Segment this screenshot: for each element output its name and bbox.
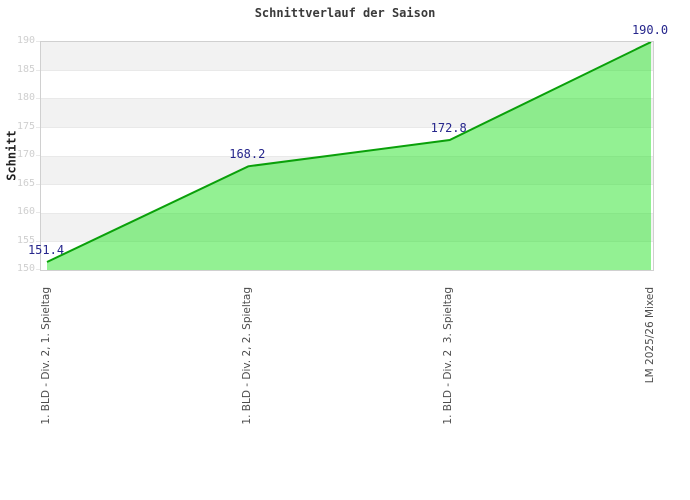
y-tick-mark xyxy=(36,98,40,99)
plot-area xyxy=(40,41,654,271)
y-tick-mark xyxy=(36,69,40,71)
y-tick-mark xyxy=(36,126,40,128)
y-tick-mark xyxy=(36,212,40,213)
x-tick-label: 1. BLD - Div. 2, 2. Spieltag xyxy=(240,287,253,425)
y-tick-label: 155 xyxy=(16,234,35,246)
y-tick-mark xyxy=(36,240,40,242)
series-line xyxy=(46,42,652,263)
area-series xyxy=(46,42,652,270)
y-tick-mark xyxy=(36,269,40,270)
y-tick-label: 160 xyxy=(16,206,35,217)
y-tick-label: 190 xyxy=(16,35,35,46)
data-point-label: 190.0 xyxy=(631,23,669,37)
x-tick-label: 1. BLD - Div. 2 3. Spieltag xyxy=(442,287,455,425)
y-tick-label: 175 xyxy=(16,120,35,132)
data-point-label: 168.2 xyxy=(229,147,266,162)
area-fill xyxy=(47,42,651,270)
x-tick-label: 1. BLD - Div. 2, 1. Spieltag xyxy=(39,287,52,425)
y-tick-label: 185 xyxy=(16,63,35,75)
x-tick-label: LM 2025/26 Mixed xyxy=(643,287,656,384)
chart-title: Schnittverlauf der Saison xyxy=(254,6,436,20)
y-tick-label: 165 xyxy=(16,177,35,189)
y-tick-label: 180 xyxy=(16,92,35,103)
y-tick-mark xyxy=(36,41,40,42)
data-point-label: 172.8 xyxy=(430,121,467,135)
plot-band xyxy=(41,42,653,70)
y-tick-mark xyxy=(36,155,40,156)
data-point-label: 151.4 xyxy=(27,243,65,257)
y-tick-label: 170 xyxy=(16,149,35,160)
y-tick-label: 150 xyxy=(16,263,35,274)
y-tick-mark xyxy=(36,183,40,185)
